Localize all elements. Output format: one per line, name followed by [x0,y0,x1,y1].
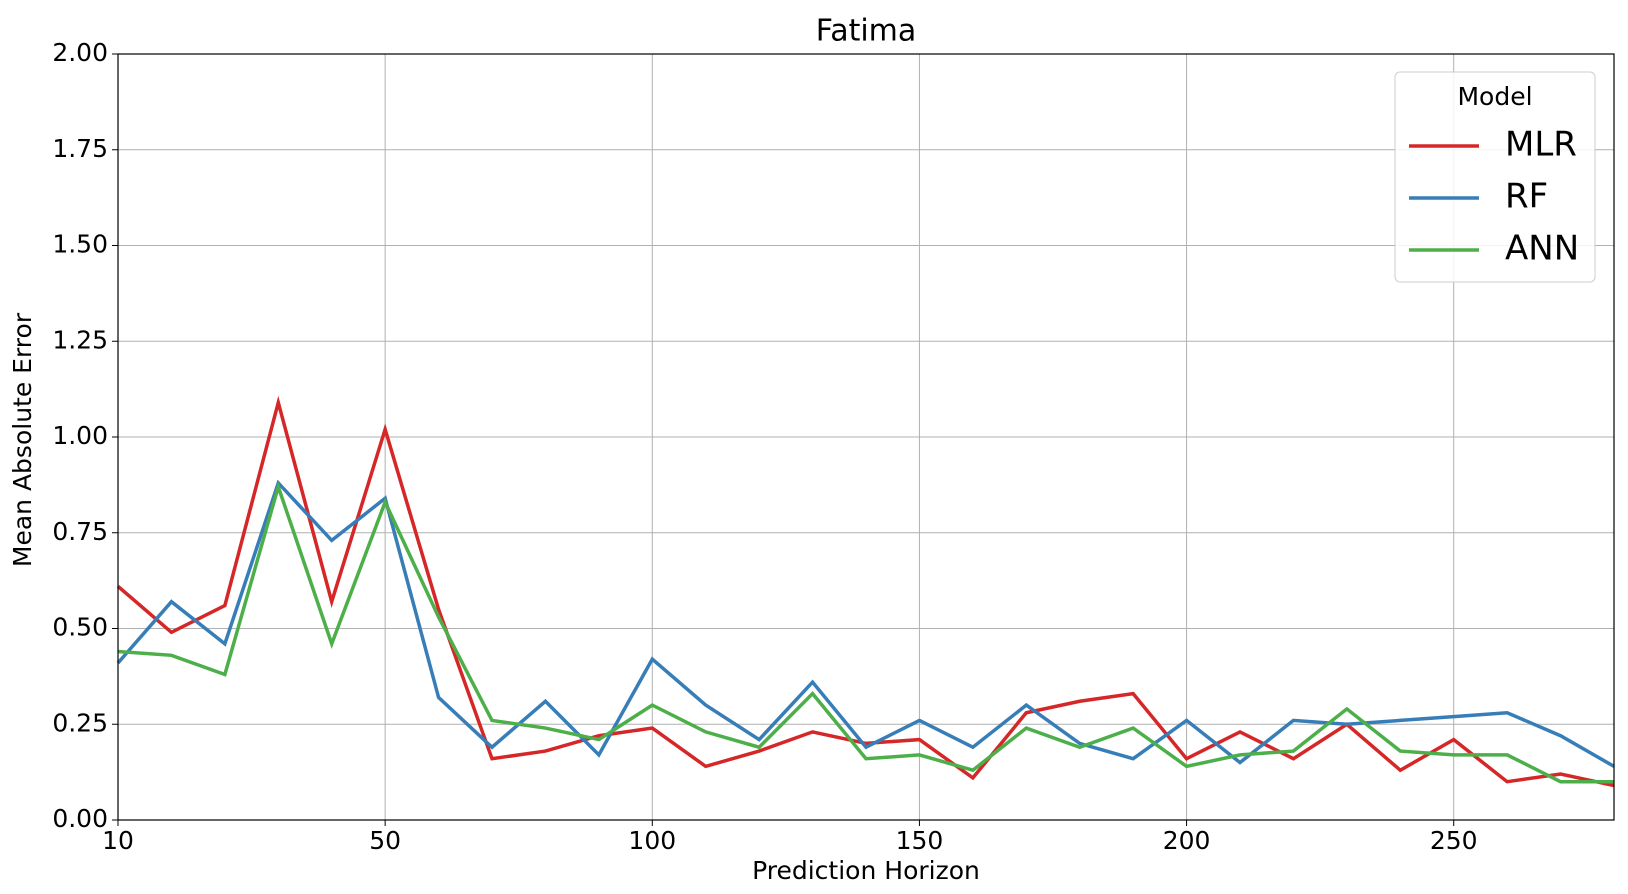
x-tick-label: 200 [1163,826,1211,855]
y-tick-label: 1.75 [52,134,108,163]
legend-label: RF [1505,177,1548,217]
x-tick-label: 50 [369,826,401,855]
x-tick-label: 250 [1430,826,1478,855]
chart-title: Fatima [816,14,917,49]
x-axis-label: Prediction Horizon [752,856,980,885]
series-line [117,480,1614,784]
y-tick-label: 0.25 [52,708,108,737]
x-tick-label: 150 [896,826,944,855]
y-axis-label: Mean Absolute Error [8,312,37,567]
y-tick-label: 1.25 [52,325,108,354]
x-tick-label: 100 [628,826,676,855]
x-tick-label: 10 [102,826,134,855]
plot-frame [117,53,1615,821]
y-tick-label: 0.00 [52,804,108,833]
y-tick-label: 0.75 [52,517,108,546]
y-tick-label: 1.50 [52,230,108,259]
legend-label: MLR [1505,125,1577,165]
legend-box [1394,71,1596,283]
legend-label: ANN [1505,229,1579,269]
legend-title: Model [1457,82,1532,111]
y-tick-label: 0.50 [52,613,108,642]
y-tick-label: 1.00 [52,421,108,450]
series-line [116,395,1615,788]
y-tick-label: 2.00 [52,38,108,67]
